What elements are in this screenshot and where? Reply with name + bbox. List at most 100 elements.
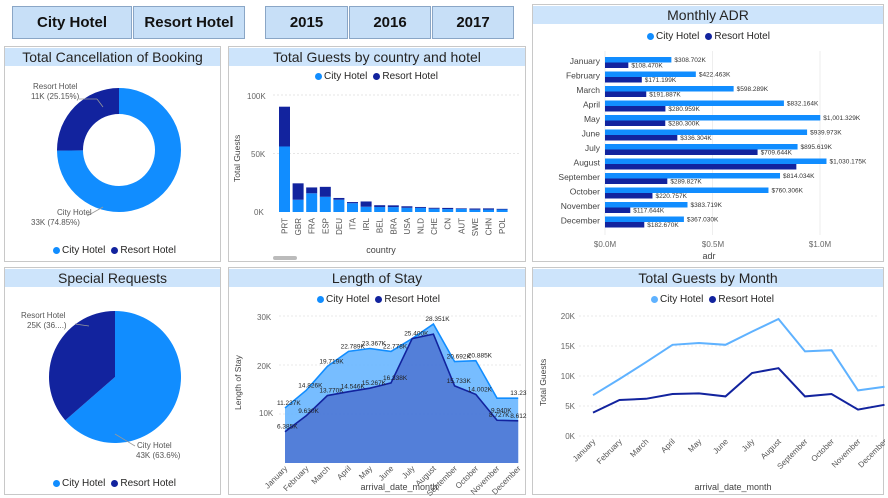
adr-bar-resort-january[interactable] — [605, 62, 629, 69]
adr-bar-city-april[interactable] — [605, 100, 784, 107]
legend-city[interactable]: City Hotel — [317, 294, 369, 305]
adr-bar-city-july[interactable] — [605, 144, 798, 150]
legend-resort[interactable]: Resort Hotel — [111, 245, 176, 256]
bar-resort-SWE[interactable] — [469, 208, 481, 210]
adr-xtick-1: $1.0M — [809, 240, 832, 249]
bar-resort-FRA[interactable] — [306, 187, 318, 194]
legend-city[interactable]: City Hotel — [315, 71, 367, 82]
slicer-resort-hotel[interactable]: Resort Hotel — [133, 6, 245, 39]
slice-resort-hotel[interactable] — [49, 311, 116, 421]
bar-city-FRA[interactable] — [306, 193, 318, 212]
bar-city-CHE[interactable] — [428, 208, 440, 212]
slice-city-hotel[interactable] — [65, 311, 181, 443]
adr-bar-chart: January $308.702K $108.470K February $422.46… — [558, 51, 867, 261]
adr-bar-city-june[interactable] — [605, 129, 808, 136]
area-resort-hotel[interactable] — [285, 334, 519, 463]
legend-city[interactable]: City Hotel — [651, 294, 703, 305]
bar-city-POL[interactable] — [496, 209, 508, 212]
slicer-year-2016[interactable]: 2016 — [349, 6, 431, 39]
bar-resort-BEL[interactable] — [374, 205, 386, 207]
bar-city-AUT[interactable] — [455, 208, 467, 212]
bar-city-USA[interactable] — [401, 207, 413, 212]
adr-bar-resort-may[interactable] — [605, 120, 666, 127]
adr-bar-resort-october[interactable] — [605, 193, 653, 199]
guests-month-ylabel: Total Guests — [538, 359, 548, 406]
horizontal-scrollbar[interactable] — [273, 256, 297, 260]
gm-line-resort-hotel[interactable] — [592, 367, 885, 414]
adr-bar-resort-december[interactable] — [605, 222, 645, 228]
bar-city-CN[interactable] — [442, 209, 454, 212]
bar-resort-AUT[interactable] — [455, 208, 467, 209]
adr-bar-resort-march[interactable] — [605, 91, 647, 98]
bar-resort-BRA[interactable] — [387, 205, 399, 208]
stay-xtick-june: June — [377, 464, 396, 483]
adr-bar-city-december[interactable] — [605, 216, 684, 223]
adr-bar-resort-july[interactable] — [605, 149, 758, 156]
legend-city[interactable]: City Hotel — [647, 31, 699, 42]
bar-city-CHN[interactable] — [483, 209, 494, 212]
slicer-year-2017[interactable]: 2017 — [432, 6, 514, 39]
bar-city-DEU[interactable] — [333, 199, 345, 212]
legend-resort[interactable]: Resort Hotel — [705, 31, 770, 42]
bar-city-NLD[interactable] — [415, 207, 426, 212]
adr-bar-city-october[interactable] — [605, 187, 769, 194]
legend-city[interactable]: City Hotel — [53, 478, 105, 489]
legend-resort[interactable]: Resort Hotel — [375, 294, 440, 305]
slicer-city-hotel[interactable]: City Hotel — [12, 6, 132, 39]
adr-bar-city-may[interactable] — [605, 115, 821, 121]
bar-resort-PRT[interactable] — [279, 106, 290, 147]
gm-ytick: 20K — [561, 312, 576, 321]
bar-city-ESP[interactable] — [319, 196, 331, 212]
legend-city[interactable]: City Hotel — [53, 245, 105, 256]
gm-xtick-july: July — [740, 437, 756, 453]
bar-resort-POL[interactable] — [496, 208, 508, 210]
adr-bar-city-november[interactable] — [605, 202, 688, 208]
adr-bar-city-september[interactable] — [605, 173, 781, 179]
adr-label-resort: $289.827K — [670, 179, 702, 186]
adr-bar-resort-june[interactable] — [605, 135, 678, 141]
bar-resort-CHN[interactable] — [483, 208, 494, 210]
bar-resort-ESP[interactable] — [319, 186, 331, 197]
bar-city-IRL[interactable] — [360, 206, 372, 212]
guests-country-card: Total Guests by country and hotel City H… — [228, 46, 526, 262]
legend-resort[interactable]: Resort Hotel — [373, 71, 438, 82]
adr-bar-city-february[interactable] — [605, 71, 696, 78]
bar-resort-NLD[interactable] — [415, 206, 426, 208]
adr-bar-city-march[interactable] — [605, 86, 734, 92]
slicer-year-2015[interactable]: 2015 — [265, 6, 348, 39]
bar-city-BEL[interactable] — [374, 206, 386, 212]
bar-city-GBR[interactable] — [292, 199, 304, 212]
adr-bar-resort-february[interactable] — [605, 77, 642, 83]
slice-city-hotel[interactable] — [57, 88, 181, 213]
stay-xtick-may: May — [357, 464, 374, 481]
guests-month-legend: City Hotel Resort Hotel — [651, 294, 774, 305]
bar-city-PRT[interactable] — [279, 146, 290, 212]
bar-resort-CN[interactable] — [442, 207, 454, 210]
cancellation-title: Total Cancellation of Booking — [5, 48, 220, 66]
stay-data-label: 8.727K — [489, 412, 510, 419]
adr-label-resort: $191.887K — [649, 92, 681, 99]
bar-resort-ITA[interactable] — [347, 202, 358, 204]
bar-resort-IRL[interactable] — [360, 201, 372, 207]
legend-resort[interactable]: Resort Hotel — [709, 294, 774, 305]
legend-resort[interactable]: Resort Hotel — [111, 478, 176, 489]
stay-data-label: 11.237K — [277, 400, 301, 407]
adr-bar-resort-september[interactable] — [605, 178, 668, 185]
adr-label-city: $760.306K — [771, 188, 803, 195]
adr-card: Monthly ADR City Hotel Resort Hotel Janu… — [532, 4, 884, 262]
gm-line-city-hotel[interactable] — [592, 317, 885, 397]
bar-city-ITA[interactable] — [347, 203, 358, 212]
adr-bar-city-january[interactable] — [605, 57, 672, 63]
adr-bar-city-august[interactable] — [605, 158, 827, 165]
length-of-stay-area-chart: Length of Stay 30K 20K 10K 11.237K 14.826… — [233, 313, 527, 496]
adr-bar-resort-april[interactable] — [605, 106, 666, 112]
bar-city-SWE[interactable] — [469, 209, 481, 212]
bar-resort-USA[interactable] — [401, 206, 413, 208]
bar-city-BRA[interactable] — [387, 207, 399, 212]
bar-resort-GBR[interactable] — [292, 183, 304, 200]
bar-resort-DEU[interactable] — [333, 197, 345, 200]
adr-bar-resort-august[interactable] — [605, 164, 797, 170]
bar-resort-CHE[interactable] — [428, 207, 440, 209]
adr-bar-resort-november[interactable] — [605, 207, 631, 214]
slice-resort-hotel[interactable] — [57, 88, 119, 151]
